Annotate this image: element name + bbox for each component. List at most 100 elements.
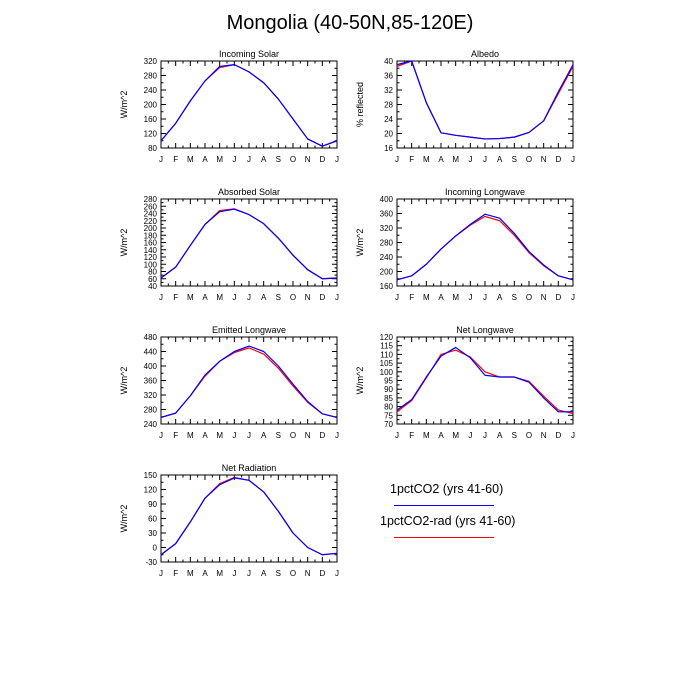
emitted-longwave-ytick-label: 320 <box>144 391 158 400</box>
incoming-solar-ytick-label: 280 <box>144 72 158 81</box>
net-radiation-xtick-label: J <box>159 569 163 578</box>
net-longwave-ytick-label: 120 <box>380 333 394 342</box>
incoming-longwave-ytick-label: 400 <box>380 195 394 204</box>
incoming-longwave-ylabel: W/m^2 <box>355 229 365 257</box>
net-radiation-series-1pctco2-rad-yrs-41-60 <box>160 476 338 556</box>
incoming-solar-xtick-label: A <box>202 155 208 164</box>
incoming-longwave-xtick-label: J <box>571 293 575 302</box>
net-radiation-ytick-label: 0 <box>153 544 158 553</box>
legend-line-1pctco2-rad <box>394 537 494 538</box>
albedo-xtick-label: J <box>483 155 487 164</box>
emitted-longwave-xtick-label: M <box>187 431 194 440</box>
emitted-longwave-series-1pctco2-rad-yrs-41-60 <box>160 347 338 419</box>
emitted-longwave-ytick-label: 400 <box>144 362 158 371</box>
incoming-solar-xtick-label: A <box>261 155 267 164</box>
incoming-solar-xtick-label: J <box>159 155 163 164</box>
emitted-longwave-ylabel: W/m^2 <box>119 367 129 395</box>
incoming-solar-xtick-label: M <box>187 155 194 164</box>
albedo-xtick-label: A <box>497 155 503 164</box>
net-longwave-xtick-label: J <box>483 431 487 440</box>
absorbed-solar-xtick-label: J <box>232 293 236 302</box>
incoming-longwave-xtick-label: A <box>438 293 444 302</box>
incoming-longwave-series-1pctco2-yrs-41-60 <box>396 213 574 281</box>
net-radiation-ylabel: W/m^2 <box>119 505 129 533</box>
emitted-longwave-ytick-label: 280 <box>144 406 158 415</box>
albedo-ytick-label: 24 <box>384 115 393 124</box>
net-longwave-xtick-label: J <box>468 431 472 440</box>
incoming-solar-xtick-label: J <box>232 155 236 164</box>
incoming-longwave-xtick-label: J <box>483 293 487 302</box>
legend-label-1pctco2-rad: 1pctCO2-rad (yrs 41-60) <box>380 514 516 528</box>
net-longwave-ytick-label: 100 <box>380 368 394 377</box>
incoming-longwave-xtick-label: M <box>423 293 430 302</box>
net-radiation-ytick-label: -30 <box>145 558 157 567</box>
incoming-longwave-xtick-label: M <box>452 293 459 302</box>
incoming-solar-xtick-label: D <box>319 155 325 164</box>
albedo-ytick-label: 28 <box>384 101 393 110</box>
emitted-longwave-xtick-label: A <box>202 431 208 440</box>
albedo-plot-frame <box>396 60 574 149</box>
net-radiation-xtick-label: F <box>173 569 178 578</box>
net-longwave-ytick-label: 80 <box>384 403 393 412</box>
net-radiation-ytick-label: 150 <box>144 471 158 480</box>
legend-line-1pctco2 <box>394 505 494 506</box>
incoming-solar-xtick-label: J <box>247 155 251 164</box>
net-radiation-xtick-label: J <box>335 569 339 578</box>
incoming-solar-ylabel: W/m^2 <box>119 91 129 119</box>
net-longwave-ylabel: W/m^2 <box>355 367 365 395</box>
emitted-longwave-ytick-label: 480 <box>144 333 158 342</box>
albedo-xtick-label: J <box>571 155 575 164</box>
absorbed-solar-title: Absorbed Solar <box>218 187 280 197</box>
albedo-xtick-label: A <box>438 155 444 164</box>
incoming-solar-series-1pctco2-yrs-41-60 <box>160 64 338 147</box>
incoming-longwave-title: Incoming Longwave <box>445 187 525 197</box>
absorbed-solar-plot-frame <box>160 198 338 287</box>
net-longwave-xtick-label: M <box>452 431 459 440</box>
albedo-series-1pctco2-rad-yrs-41-60 <box>396 60 574 140</box>
net-longwave-ytick-label: 85 <box>384 394 393 403</box>
emitted-longwave-xtick-label: O <box>290 431 296 440</box>
albedo-series-1pctco2-yrs-41-60 <box>396 60 574 140</box>
absorbed-solar-xtick-label: J <box>159 293 163 302</box>
incoming-longwave-ytick-label: 200 <box>380 268 394 277</box>
incoming-longwave-xtick-label: A <box>497 293 503 302</box>
emitted-longwave-ytick-label: 440 <box>144 348 158 357</box>
absorbed-solar-ytick-label: 220 <box>144 217 158 226</box>
net-longwave-xtick-label: J <box>395 431 399 440</box>
incoming-longwave-ytick-label: 280 <box>380 239 394 248</box>
net-longwave-xtick-label: O <box>526 431 532 440</box>
emitted-longwave-xtick-label: J <box>247 431 251 440</box>
albedo-xtick-label: J <box>395 155 399 164</box>
net-longwave-xtick-label: F <box>409 431 414 440</box>
absorbed-solar-xtick-label: S <box>276 293 281 302</box>
absorbed-solar-ytick-label: 160 <box>144 239 158 248</box>
absorbed-solar-xtick-label: F <box>173 293 178 302</box>
emitted-longwave-series-1pctco2-yrs-41-60 <box>160 345 338 419</box>
net-radiation-xtick-label: S <box>276 569 281 578</box>
incoming-solar-xtick-label: N <box>305 155 311 164</box>
incoming-longwave-xtick-label: F <box>409 293 414 302</box>
absorbed-solar-xtick-label: A <box>202 293 208 302</box>
net-radiation-xtick-label: J <box>247 569 251 578</box>
net-longwave-ytick-label: 115 <box>380 342 393 351</box>
emitted-longwave-xtick-label: J <box>232 431 236 440</box>
net-longwave-ytick-label: 95 <box>384 377 393 386</box>
albedo-ytick-label: 20 <box>384 130 393 139</box>
net-radiation-xtick-label: J <box>232 569 236 578</box>
net-longwave-xtick-label: S <box>512 431 517 440</box>
absorbed-solar-xtick-label: M <box>216 293 223 302</box>
emitted-longwave-xtick-label: M <box>216 431 223 440</box>
albedo-xtick-label: J <box>468 155 472 164</box>
incoming-solar-ytick-label: 120 <box>144 130 158 139</box>
absorbed-solar-xtick-label: D <box>319 293 325 302</box>
albedo-ytick-label: 40 <box>384 57 393 66</box>
incoming-solar-xtick-label: M <box>216 155 223 164</box>
net-longwave-ytick-label: 75 <box>384 411 393 420</box>
albedo-xtick-label: M <box>452 155 459 164</box>
incoming-longwave-xtick-label: O <box>526 293 532 302</box>
net-radiation-ytick-label: 30 <box>148 529 157 538</box>
absorbed-solar-ytick-label: 60 <box>148 275 157 284</box>
net-radiation-title: Net Radiation <box>222 463 277 473</box>
net-radiation-series-1pctco2-yrs-41-60 <box>160 477 338 556</box>
